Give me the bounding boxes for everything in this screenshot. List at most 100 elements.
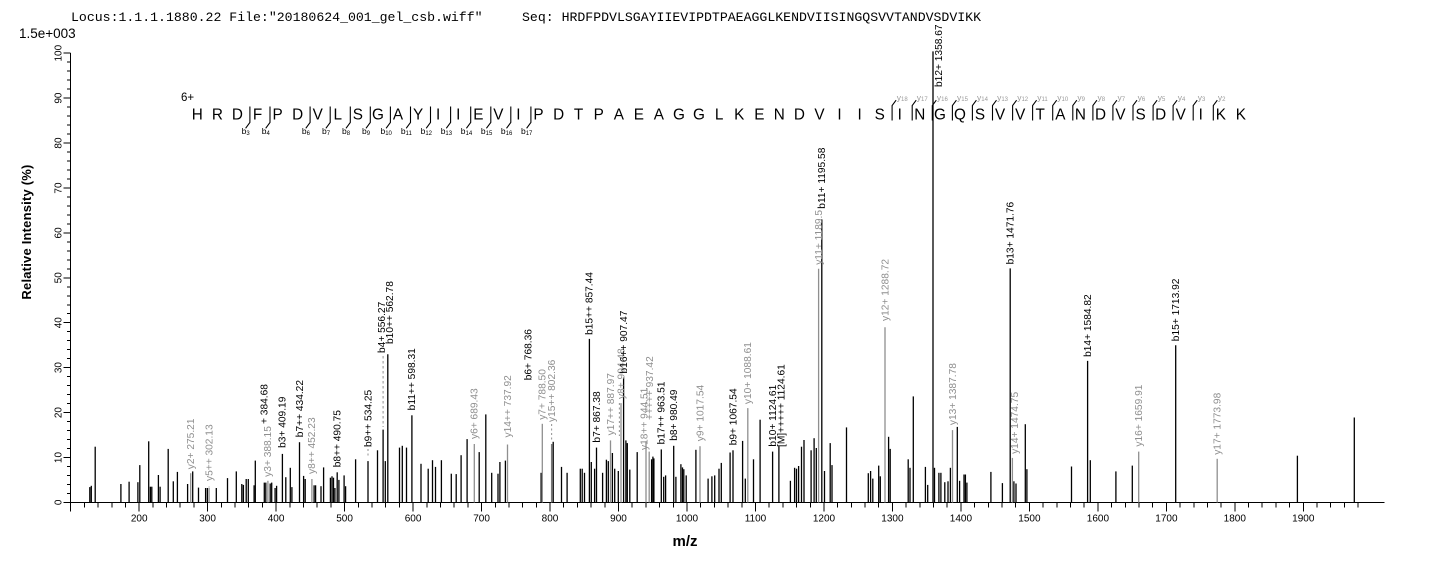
svg-text:T: T	[1036, 107, 1045, 124]
svg-text:P: P	[272, 107, 282, 124]
svg-text:y6: y6	[1138, 92, 1146, 103]
svg-text:y10+ 1088.61: y10+ 1088.61	[743, 342, 754, 404]
svg-text:A: A	[614, 107, 625, 124]
svg-text:80: 80	[54, 137, 65, 149]
svg-text:D: D	[553, 107, 564, 124]
svg-text:m/z: m/z	[672, 533, 697, 550]
svg-text:1700: 1700	[1155, 514, 1178, 525]
svg-text:y12+ 1288.72: y12+ 1288.72	[880, 259, 891, 321]
svg-text:G: G	[934, 107, 946, 124]
svg-text:H: H	[192, 107, 203, 124]
svg-text:1500: 1500	[1018, 514, 1041, 525]
svg-text:b4: b4	[262, 126, 271, 137]
svg-text:400: 400	[268, 514, 285, 525]
svg-text:F: F	[253, 107, 262, 124]
svg-text:Y: Y	[413, 107, 423, 124]
svg-text:1800: 1800	[1224, 514, 1247, 525]
svg-text:b8: b8	[342, 126, 351, 137]
svg-text:y16: y16	[937, 92, 949, 103]
svg-text:y18++ 944.51: y18++ 944.51	[640, 387, 651, 450]
svg-text:30: 30	[54, 362, 65, 374]
svg-text:b7++ 434.22: b7++ 434.22	[295, 380, 306, 438]
svg-text:[M]+++++ 1124.61: [M]+++++ 1124.61	[777, 364, 788, 447]
svg-text:y3: y3	[1198, 92, 1206, 103]
svg-text:b3+ 409.19: b3+ 409.19	[278, 396, 289, 448]
svg-text:b14+ 1584.82: b14+ 1584.82	[1083, 294, 1094, 357]
svg-text:R: R	[212, 107, 223, 124]
svg-text:b17++ 963.51: b17++ 963.51	[657, 381, 668, 444]
svg-text:b6+ 768.36: b6+ 768.36	[524, 329, 535, 381]
svg-text:I: I	[456, 107, 460, 124]
svg-text:b11+ 1195.58: b11+ 1195.58	[817, 147, 828, 208]
svg-text:1200: 1200	[813, 514, 836, 525]
svg-text:E: E	[473, 107, 483, 124]
svg-text:50: 50	[54, 272, 65, 284]
svg-text:b12+ 1358.67: b12+ 1358.67	[934, 24, 945, 87]
svg-text:60: 60	[54, 227, 65, 239]
svg-text:500: 500	[336, 514, 353, 525]
svg-text:b8++ 490.75: b8++ 490.75	[333, 410, 344, 468]
svg-text:1.5e+003: 1.5e+003	[19, 26, 76, 41]
svg-text:D: D	[292, 107, 303, 124]
svg-text:P: P	[594, 107, 604, 124]
svg-text:b10++ 562.78: b10++ 562.78	[385, 281, 396, 344]
svg-text:N: N	[1075, 107, 1086, 124]
svg-text:b15+ 1713.92: b15+ 1713.92	[1171, 278, 1182, 341]
svg-text:Relative Intensity (%): Relative Intensity (%)	[19, 164, 34, 299]
svg-text:y8++ 452.23: y8++ 452.23	[307, 417, 318, 474]
svg-text:D: D	[1155, 107, 1166, 124]
svg-text:1600: 1600	[1087, 514, 1110, 525]
svg-text:y5++ 302.13: y5++ 302.13	[204, 424, 215, 481]
svg-text:D: D	[1095, 107, 1106, 124]
svg-text:20: 20	[54, 407, 65, 419]
svg-text:b10: b10	[380, 126, 392, 137]
svg-text:y9+ 1017.54: y9+ 1017.54	[695, 385, 706, 442]
svg-text:I: I	[857, 107, 861, 124]
svg-text:S: S	[975, 107, 985, 124]
svg-text:A: A	[654, 107, 665, 124]
svg-text:V: V	[1115, 107, 1126, 124]
svg-text:V: V	[313, 107, 324, 124]
svg-text:y10: y10	[1057, 92, 1069, 103]
svg-text:800: 800	[542, 514, 559, 525]
svg-text:G: G	[372, 107, 384, 124]
svg-text:y14: y14	[977, 92, 989, 103]
svg-text:300: 300	[199, 514, 216, 525]
svg-text:G: G	[673, 107, 685, 124]
svg-text:y4: y4	[1178, 92, 1186, 103]
svg-text:D: D	[232, 107, 243, 124]
svg-text:b10+ 1124.61: b10+ 1124.61	[768, 384, 779, 446]
svg-text:b17: b17	[521, 126, 533, 137]
svg-text:S: S	[875, 107, 885, 124]
svg-text:K: K	[1216, 107, 1227, 124]
svg-text:V: V	[493, 107, 504, 124]
svg-text:b9: b9	[362, 126, 371, 137]
svg-text:40: 40	[54, 317, 65, 329]
svg-text:N: N	[774, 107, 785, 124]
svg-text:1300: 1300	[881, 514, 904, 525]
svg-text:900: 900	[610, 514, 627, 525]
svg-text:b16: b16	[501, 126, 513, 137]
svg-text:I: I	[837, 107, 841, 124]
svg-text:y11+ 1189.5: y11+ 1189.5	[814, 210, 825, 265]
svg-text:y12: y12	[1017, 92, 1029, 103]
svg-text:V: V	[995, 107, 1006, 124]
svg-text:b9+ 1067.54: b9+ 1067.54	[728, 388, 739, 445]
svg-text:600: 600	[405, 514, 422, 525]
svg-text:y9: y9	[1077, 92, 1085, 103]
svg-text:y2+ 275.21: y2+ 275.21	[186, 418, 197, 469]
svg-text:N: N	[914, 107, 925, 124]
svg-text:y18: y18	[897, 92, 909, 103]
svg-text:b11: b11	[401, 126, 413, 137]
svg-text:P: P	[533, 107, 543, 124]
svg-text:y8: y8	[1098, 92, 1106, 103]
svg-text:y17: y17	[917, 92, 929, 103]
svg-text:Q: Q	[954, 107, 966, 124]
svg-text:S: S	[1135, 107, 1145, 124]
svg-text:y8+ 904.48: y8+ 904.48	[616, 348, 627, 399]
svg-text:b13+ 1471.76: b13+ 1471.76	[1006, 201, 1017, 264]
svg-text:10: 10	[54, 452, 65, 464]
svg-text:b8+ 980.49: b8+ 980.49	[669, 389, 680, 441]
svg-text:b14: b14	[461, 126, 473, 137]
svg-text:I: I	[516, 107, 520, 124]
